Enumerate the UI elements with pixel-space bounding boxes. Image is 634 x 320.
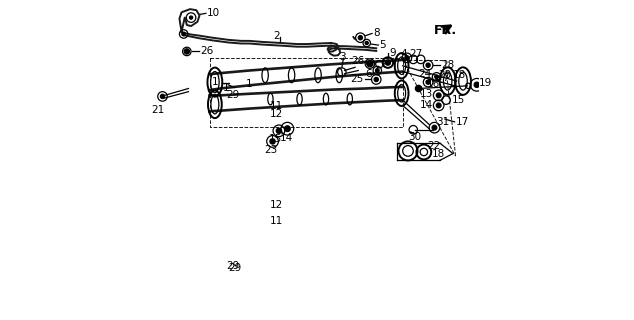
Text: 24: 24 [418, 69, 432, 79]
Text: 27: 27 [409, 49, 422, 59]
Circle shape [182, 32, 186, 36]
Circle shape [374, 77, 378, 82]
Text: 29: 29 [226, 261, 240, 271]
Text: 29: 29 [228, 263, 242, 273]
Circle shape [365, 41, 368, 44]
Text: 23: 23 [264, 145, 277, 155]
Text: 1: 1 [223, 84, 230, 93]
Circle shape [436, 93, 441, 98]
Text: FR.: FR. [434, 24, 456, 37]
Circle shape [366, 60, 373, 67]
Text: 1: 1 [245, 79, 252, 89]
Circle shape [435, 75, 438, 79]
Text: 16: 16 [427, 79, 440, 89]
Text: 28: 28 [441, 60, 454, 70]
Text: 18: 18 [432, 148, 445, 159]
Text: 20: 20 [439, 70, 451, 80]
Text: 12: 12 [269, 109, 283, 119]
Circle shape [358, 36, 363, 40]
Text: 21: 21 [152, 105, 165, 115]
Circle shape [385, 60, 391, 65]
Text: 4: 4 [401, 49, 407, 59]
Text: 25: 25 [351, 75, 363, 84]
Text: 2: 2 [273, 31, 280, 41]
Text: 29: 29 [226, 90, 240, 100]
Text: 14: 14 [420, 100, 434, 110]
Text: 10: 10 [207, 8, 220, 18]
Text: 15: 15 [269, 134, 282, 144]
Text: 12: 12 [269, 200, 283, 210]
Text: 30: 30 [408, 132, 421, 142]
Text: 7: 7 [442, 73, 448, 84]
Text: 22: 22 [427, 140, 440, 151]
Circle shape [426, 63, 430, 67]
Text: 9: 9 [389, 47, 396, 58]
Text: 5: 5 [379, 40, 385, 50]
Circle shape [160, 94, 165, 99]
Text: 19: 19 [479, 78, 492, 88]
Text: 11: 11 [269, 101, 283, 111]
Text: 8: 8 [373, 28, 380, 38]
Circle shape [270, 139, 275, 144]
Text: 14: 14 [280, 133, 293, 143]
Circle shape [432, 125, 437, 130]
Text: 15: 15 [451, 95, 465, 105]
Circle shape [190, 16, 193, 19]
Circle shape [375, 69, 379, 72]
Circle shape [276, 128, 281, 133]
Circle shape [436, 103, 441, 108]
Circle shape [426, 80, 430, 84]
Text: 17: 17 [456, 117, 469, 127]
Text: 26: 26 [351, 56, 365, 66]
Text: 13: 13 [420, 89, 434, 99]
Text: 3: 3 [339, 52, 346, 62]
Text: 26: 26 [200, 46, 213, 56]
Circle shape [474, 82, 479, 87]
Text: 31: 31 [437, 117, 450, 127]
Text: 1: 1 [212, 77, 218, 87]
Text: 18: 18 [453, 70, 466, 80]
Circle shape [285, 126, 290, 132]
Text: 11: 11 [269, 216, 283, 226]
Circle shape [184, 49, 190, 54]
Circle shape [415, 85, 422, 92]
Text: 6: 6 [365, 69, 372, 79]
Circle shape [405, 56, 409, 60]
